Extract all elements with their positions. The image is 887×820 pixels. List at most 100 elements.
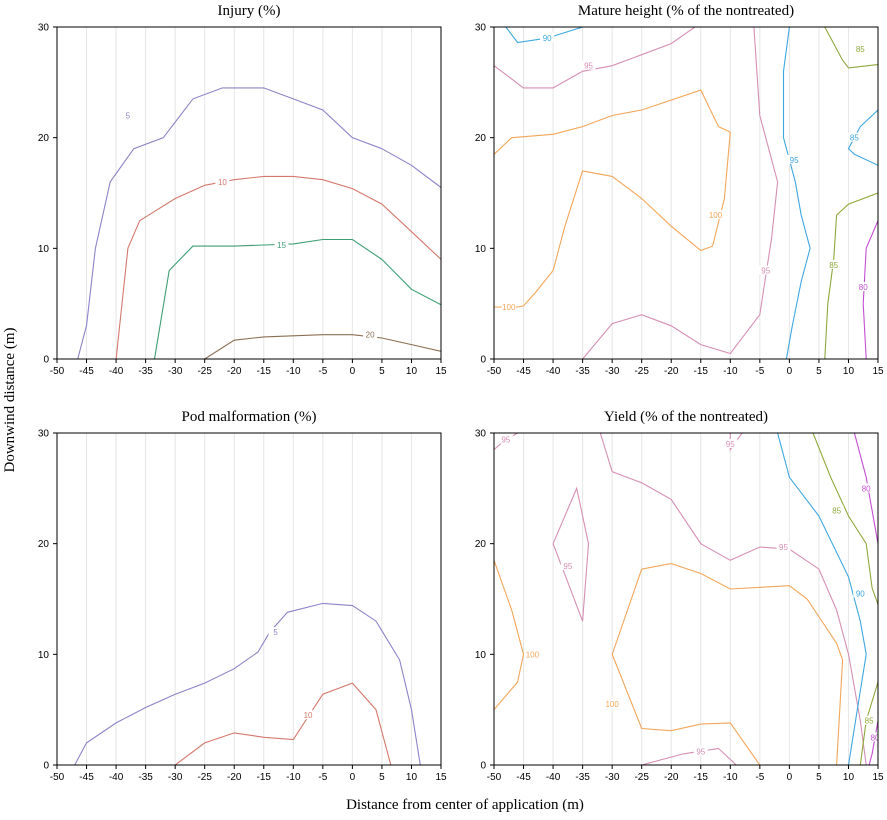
mature-height-x-tick-label: -40: [546, 366, 561, 377]
yield-contour-label-bg: [605, 699, 620, 709]
pod-malformation-x-tick-label: 0: [350, 772, 356, 783]
mature-height-y-tick-label: 30: [475, 23, 487, 34]
pod-malformation-panel: 510-50 -45 -40 -35 -30 -25 -20 -15 -10 -5 0 5 10 1501…: [38, 409, 447, 783]
yield-contour-label: 95: [779, 543, 788, 552]
yield-x-tick-label: -20: [664, 772, 679, 783]
yield-x-tick-label: 0: [787, 772, 793, 783]
yield-x-tick-label: -15: [694, 772, 709, 783]
yield-x-tick-label: -50: [487, 772, 502, 783]
mature-height-contour-label: 85: [856, 45, 865, 54]
yield-contour-100: [494, 560, 525, 711]
injury-x-tick-label: -25: [197, 366, 212, 377]
pod-malformation-y-tick-label: 30: [38, 429, 50, 440]
injury-x-tick-label: -15: [257, 366, 272, 377]
mature-height-contour-80: [862, 220, 878, 359]
pod-malformation-x-tick-label: -10: [286, 772, 301, 783]
mature-height-x-tick-label: -20: [664, 366, 679, 377]
pod-malformation-y-tick-label: 20: [38, 539, 50, 550]
yield-y-tick-label: 30: [475, 429, 487, 440]
injury-x-tick-label: 10: [406, 366, 418, 377]
pod-malformation-contour-label-bg: [268, 627, 283, 637]
pod-malformation-contour-5: [74, 602, 421, 765]
mature-height-x-tick-label: 0: [787, 366, 793, 377]
yield-contour-label-bg: [776, 541, 791, 551]
yield-contour-95: [599, 433, 867, 765]
mature-height-y-tick-label: 0: [480, 355, 486, 366]
mature-height-contour-label-bg: [853, 44, 868, 54]
mature-height-contour-85: [847, 109, 878, 166]
injury-y-tick-label: 30: [38, 23, 50, 34]
injury-x-tick-label: 0: [350, 366, 356, 377]
yield-contour-label-bg: [525, 649, 540, 659]
pod-malformation-x-tick-label: -35: [138, 772, 153, 783]
yield-contour-label-bg: [853, 588, 868, 598]
mature-height-contour-95: [582, 27, 779, 359]
mature-height-contour-label: 80: [859, 283, 868, 292]
injury-x-tick-label: 5: [379, 366, 385, 377]
injury-x-tick-label: -30: [168, 366, 183, 377]
pod-malformation-y-tick-label: 0: [43, 761, 49, 772]
mature-height-contour-label-bg: [501, 301, 516, 311]
yield-contour-label: 85: [832, 506, 841, 515]
mature-height-contour-label-bg: [847, 132, 862, 142]
mature-height-contour-label: 95: [790, 156, 799, 165]
pod-malformation-y-tick-label: 10: [38, 650, 50, 661]
mature-height-contour-95: [782, 27, 811, 359]
pod-malformation-contour-10: [174, 682, 392, 765]
pod-malformation-x-tick-label: 15: [435, 772, 447, 783]
pod-malformation-x-tick-label: -25: [197, 772, 212, 783]
yield-contour-label: 100: [605, 700, 619, 709]
mature-height-y-tick-label: 10: [475, 244, 487, 255]
yield-contour-label-bg: [693, 746, 708, 756]
pod-malformation-x-tick-label: 10: [406, 772, 418, 783]
yield-contour-80: [868, 720, 878, 765]
yield-contour-100: [611, 563, 844, 765]
injury-contour-5: [77, 87, 441, 359]
mature-height-contour-85: [824, 27, 878, 69]
yield-contour-label-bg: [829, 505, 844, 515]
mature-height-contour-label: 100: [502, 303, 516, 312]
injury-contour-20: [204, 334, 441, 359]
injury-contour-10: [115, 175, 441, 359]
yield-x-tick-label: -5: [755, 772, 764, 783]
yield-x-tick-label: -25: [634, 772, 649, 783]
injury-x-tick-label: 15: [435, 366, 447, 377]
yield-contour-label-bg: [868, 732, 878, 742]
mature-height-contour-label-bg: [581, 60, 596, 70]
mature-height-contour-label-bg: [540, 33, 555, 43]
mature-height-contour-100: [494, 89, 731, 155]
mature-height-x-tick-label: 15: [872, 366, 884, 377]
mature-height-x-tick-label: -30: [605, 366, 620, 377]
pod-malformation-x-tick-label: 5: [379, 772, 385, 783]
mature-height-contour-label-bg: [708, 210, 723, 220]
mature-height-x-tick-label: 5: [816, 366, 822, 377]
yield-plot-frame: [493, 432, 879, 766]
yield-contour-label-bg: [859, 483, 874, 493]
yield-x-tick-label: -10: [723, 772, 738, 783]
pod-malformation-contour-label: 10: [304, 711, 313, 720]
injury-y-tick-label: 10: [38, 244, 50, 255]
injury-plot-frame: [56, 26, 442, 360]
pod-malformation-x-tick-label: -50: [50, 772, 65, 783]
injury-y-tick-label: 0: [43, 355, 49, 366]
injury-contour-label: 15: [277, 241, 286, 250]
pod-malformation-x-tick-label: -30: [168, 772, 183, 783]
pod-malformation-x-tick-label: -40: [109, 772, 124, 783]
injury-x-tick-label: -40: [109, 366, 124, 377]
yield-x-tick-label: -45: [516, 772, 531, 783]
mature-height-x-tick-label: -5: [755, 366, 764, 377]
mature-height-contour-100: [517, 132, 731, 308]
injury-title: Injury (%): [218, 3, 281, 19]
injury-contour-label-bg: [274, 240, 289, 250]
shared-x-label: Distance from center of application (m): [346, 797, 584, 813]
mature-height-x-tick-label: -25: [634, 366, 649, 377]
yield-contour-label-bg: [862, 715, 877, 725]
mature-height-contour-label: 100: [709, 211, 723, 220]
injury-x-tick-label: -5: [318, 366, 327, 377]
injury-contour-label-bg: [363, 329, 378, 339]
injury-contour-15: [153, 238, 441, 359]
yield-x-tick-label: 5: [816, 772, 822, 783]
injury-contour-label-bg: [215, 176, 230, 186]
yield-y-tick-label: 10: [475, 650, 487, 661]
